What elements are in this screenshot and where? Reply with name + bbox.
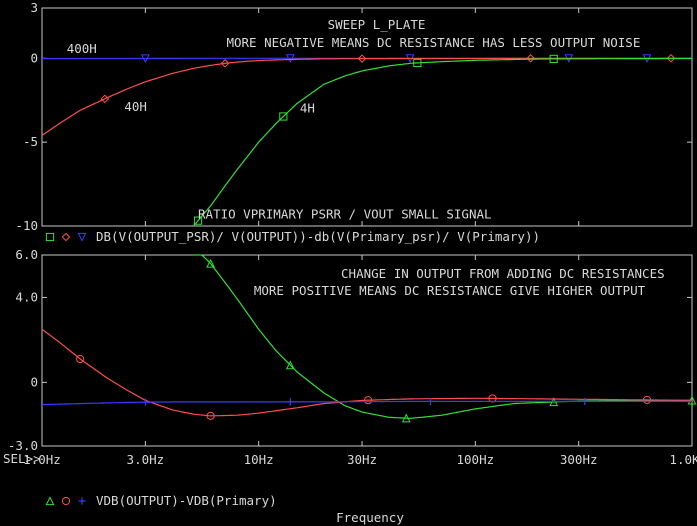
y-tick-label: -3.0 <box>8 438 38 453</box>
legend-text: VDB(OUTPUT)-VDB(Primary) <box>96 493 277 508</box>
x-tick-label: 3.0Hz <box>127 452 165 467</box>
x-tick-label: 10Hz <box>244 452 274 467</box>
data-point-plus <box>286 398 294 406</box>
annotation-text: RATIO VPRIMARY PSRR / VOUT SMALL SIGNAL <box>198 206 492 221</box>
data-point-diamond <box>220 59 230 68</box>
legend-diamond-icon <box>61 232 71 242</box>
x-axis-label: Frequency <box>336 510 404 525</box>
data-point-diamond <box>100 94 110 104</box>
legend-triangle-up-icon <box>45 496 55 506</box>
legend-circle-icon <box>61 496 71 506</box>
data-point-triangle-up <box>206 258 216 268</box>
y-tick-label: 0 <box>30 374 38 389</box>
x-tick-label: 1.0Hz <box>23 452 61 467</box>
data-point-circle <box>642 395 652 405</box>
data-point-triangle-up <box>285 360 295 370</box>
data-point-diamond <box>666 54 676 63</box>
data-point-circle <box>76 354 85 364</box>
data-point-plus <box>581 397 589 406</box>
x-tick-label: 30Hz <box>347 452 377 467</box>
y-tick-label: 4.0 <box>15 289 38 304</box>
x-tick-label: 300Hz <box>560 452 598 467</box>
legend-square-icon <box>45 232 55 242</box>
panel-1-frame <box>41 7 693 227</box>
series-line-red-panel-2 <box>41 328 693 417</box>
x-tick-label: 100Hz <box>457 452 495 467</box>
series-label-40h: 40H <box>124 99 147 114</box>
data-point-square <box>279 112 288 121</box>
y-tick-label: -5 <box>23 134 38 149</box>
data-point-circle <box>364 396 373 405</box>
series-line-green-panel-2 <box>193 254 692 420</box>
panel-2-frame <box>41 254 693 447</box>
y-tick-label: 0 <box>30 50 38 65</box>
series-line-green-panel-1 <box>192 57 692 227</box>
annotation-text: MORE NEGATIVE MEANS DC RESISTANCE HAS LE… <box>226 35 640 50</box>
y-tick-label: 3 <box>30 0 38 15</box>
data-point-square <box>413 58 422 68</box>
series-label-400h: 400H <box>67 41 97 56</box>
data-point-plus <box>426 397 434 406</box>
x-tick-label: 1.0KHz <box>669 452 697 467</box>
data-point-square <box>193 216 203 225</box>
data-point-triangle-down <box>140 54 150 64</box>
y-tick-label: 6.0 <box>15 247 38 262</box>
annotation-text: SWEEP L_PLATE <box>328 17 426 32</box>
data-point-triangle-down <box>285 54 295 64</box>
data-point-circle <box>488 394 497 403</box>
sel-marker: SEL>> <box>3 451 41 466</box>
legend-triangle-down-icon <box>77 232 87 242</box>
y-tick-label: -10 <box>15 218 38 233</box>
legend-text: DB(V(OUTPUT_PSR)/ V(OUTPUT))-db(V(Primar… <box>96 229 540 244</box>
data-point-circle <box>206 411 215 420</box>
data-point-square <box>549 54 558 64</box>
annotation-text: CHANGE IN OUTPUT FROM ADDING DC RESISTAN… <box>341 266 665 281</box>
data-point-diamond <box>526 54 535 63</box>
series-label-4h: 4H <box>300 101 315 116</box>
annotation-text: MORE POSITIVE MEANS DC RESISTANCE GIVE H… <box>254 283 646 298</box>
legend-plus-icon <box>78 497 86 505</box>
data-point-diamond <box>357 54 367 63</box>
data-point-plus <box>141 398 149 406</box>
data-point-triangle-up <box>401 413 411 423</box>
